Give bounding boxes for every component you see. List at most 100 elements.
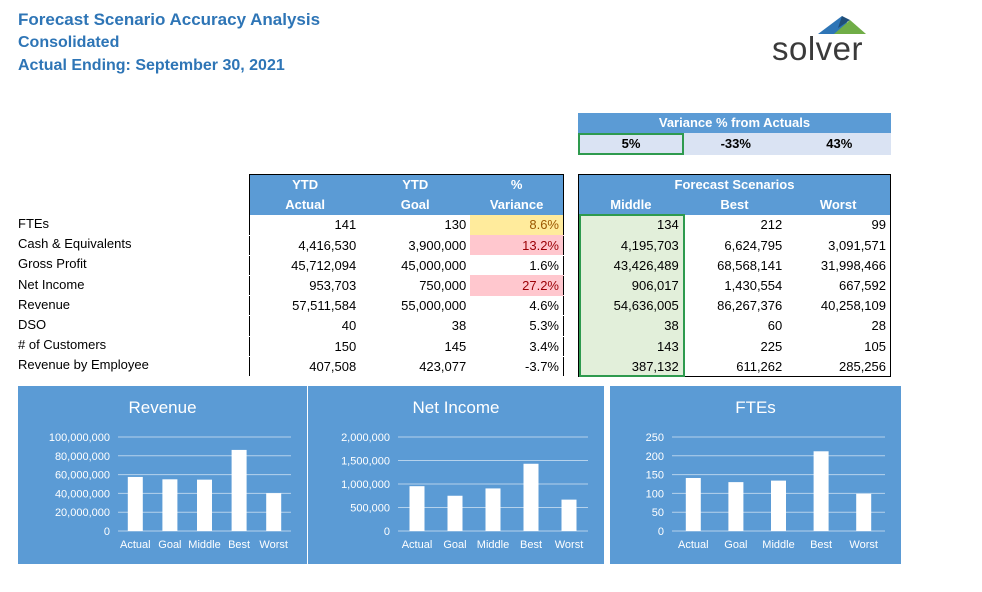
cell[interactable]: 38 — [578, 315, 683, 336]
x-tick-label: Best — [810, 539, 832, 551]
header-ytd-actual-top[interactable]: YTD — [249, 174, 361, 195]
variance-cell[interactable]: 13.2% — [470, 235, 564, 256]
variance-cell[interactable]: 4.6% — [529, 298, 559, 314]
cell[interactable]: 86,267,376 — [717, 298, 783, 314]
cell[interactable]: 387,132 — [578, 356, 683, 377]
variance-cell[interactable]: 27.2% — [470, 275, 564, 296]
header-actual[interactable]: Actual — [249, 194, 361, 215]
cell[interactable]: 407,508 — [309, 358, 357, 374]
revenue-chart[interactable]: Revenue 100,000,000 80,000,000 60,000,000 4… — [18, 386, 307, 564]
cell[interactable]: 31,998,466 — [820, 257, 886, 273]
cell[interactable]: 6,624,795 — [724, 237, 783, 253]
variance-cell[interactable]: 8.6% — [470, 214, 564, 236]
row-label[interactable]: Cash & Equivalents — [18, 236, 132, 252]
cell[interactable]: 28 — [871, 318, 886, 334]
header-goal[interactable]: Goal — [360, 194, 471, 215]
x-tick-label: Worst — [259, 539, 288, 551]
x-tick-label: Middle — [188, 539, 220, 551]
variance-cell[interactable]: -3.7% — [525, 358, 559, 374]
cell[interactable]: 68,568,141 — [717, 257, 783, 273]
cell[interactable]: 99 — [871, 217, 886, 233]
bar — [561, 499, 577, 531]
report-header: Forecast Scenario Accuracy Analysis Cons… — [18, 8, 320, 77]
cell[interactable]: 423,077 — [419, 358, 467, 374]
header-middle[interactable]: Middle — [578, 194, 683, 215]
header-ytd-goal-top[interactable]: YTD — [360, 174, 471, 195]
cell[interactable]: 105 — [864, 338, 886, 354]
x-tick-label: Goal — [724, 539, 747, 551]
row-label[interactable]: Revenue — [18, 296, 71, 312]
row-label[interactable]: Revenue by Employee — [18, 357, 149, 373]
cell[interactable]: 145 — [444, 338, 467, 354]
cell[interactable]: 225 — [760, 338, 783, 354]
y-tick-label: 1,000,000 — [341, 479, 390, 491]
cell[interactable]: 40,258,109 — [820, 298, 886, 314]
row-label[interactable]: Gross Profit — [18, 256, 87, 272]
revenue-chart-svg: 100,000,000 80,000,000 60,000,000 40,000,00… — [49, 432, 291, 551]
row-label[interactable]: # of Customers — [18, 337, 107, 353]
bar — [409, 486, 425, 531]
forecast-scenarios-title[interactable]: Forecast Scenarios — [578, 174, 891, 195]
table-header-row: Actual Goal Variance — [249, 194, 564, 215]
cell[interactable]: 1,430,554 — [724, 278, 783, 294]
bar — [127, 476, 143, 531]
cell[interactable]: 143 — [578, 336, 683, 357]
header-variance[interactable]: Variance — [470, 194, 564, 215]
cell[interactable]: 285,256 — [839, 358, 886, 374]
net-income-chart[interactable]: Net Income 2,000,000 1,500,000 1,000,000 50… — [308, 386, 604, 564]
cell[interactable]: 40 — [341, 318, 357, 334]
cell[interactable]: 3,900,000 — [408, 237, 467, 253]
table-row: 141 130 8.6% — [250, 214, 564, 236]
cell[interactable]: 60 — [767, 318, 783, 334]
bar — [728, 482, 744, 531]
cell[interactable]: 55,000,000 — [401, 298, 467, 314]
cell[interactable]: 54,636,005 — [578, 295, 683, 316]
row-label[interactable]: FTEs — [18, 216, 50, 231]
cell[interactable]: 57,511,584 — [292, 298, 357, 314]
chart-title: FTEs — [735, 398, 776, 417]
cell[interactable]: 906,017 — [578, 275, 683, 296]
row-label[interactable]: DSO — [18, 316, 47, 332]
cell[interactable]: 750,000 — [419, 278, 467, 294]
x-tick-label: Middle — [477, 539, 509, 551]
variance-worst-cell[interactable]: 43% — [826, 136, 853, 151]
row-label[interactable]: Net Income — [18, 276, 85, 292]
x-tick-label: Actual — [402, 539, 433, 551]
cell[interactable]: 3,091,571 — [828, 237, 886, 253]
variance-middle-cell[interactable]: 5% — [578, 133, 684, 155]
y-tick-label: 0 — [104, 526, 110, 538]
cell[interactable]: 4,195,703 — [578, 235, 683, 256]
bar — [856, 493, 872, 531]
variance-summary-row: 5% -33% 43% — [578, 133, 891, 155]
header-worst[interactable]: Worst — [786, 194, 891, 215]
y-tick-label: 100,000,000 — [49, 432, 110, 444]
variance-cell[interactable]: 5.3% — [529, 318, 559, 334]
variance-cell[interactable]: 1.6% — [529, 257, 559, 273]
cell[interactable]: 150 — [334, 338, 357, 354]
table-header-row: YTD YTD % — [249, 174, 564, 195]
bar — [523, 463, 539, 531]
cell[interactable]: 4,416,530 — [298, 237, 357, 253]
cell[interactable]: 134 — [578, 214, 683, 236]
cell[interactable]: 953,703 — [309, 278, 357, 294]
cell[interactable]: 45,000,000 — [401, 257, 467, 273]
cell[interactable]: 611,262 — [736, 358, 783, 374]
cell[interactable]: 38 — [451, 318, 467, 334]
table-row: 150 145 3.4% — [250, 336, 564, 356]
y-tick-label: 250 — [646, 432, 664, 444]
header-variance-top[interactable]: % — [470, 174, 564, 195]
cell[interactable]: 141 — [334, 217, 357, 233]
bar — [813, 451, 829, 531]
cell[interactable]: 667,592 — [839, 278, 886, 294]
variance-cell[interactable]: 3.4% — [529, 338, 559, 354]
variance-best-cell[interactable]: -33% — [720, 136, 751, 151]
chart-title: Revenue — [128, 398, 197, 417]
cell[interactable]: 45,712,094 — [291, 257, 357, 273]
header-best[interactable]: Best — [682, 194, 787, 215]
table-row: 57,511,584 55,000,000 4.6% — [250, 296, 564, 316]
cell[interactable]: 212 — [760, 217, 783, 233]
ftes-chart[interactable]: FTEs 250 200 150 100 50 0 Actual Goal Middle Best… — [610, 386, 901, 564]
cell[interactable]: 130 — [444, 217, 467, 233]
cell[interactable]: 43,426,489 — [578, 255, 683, 276]
solver-logo-text: solver — [772, 30, 864, 67]
